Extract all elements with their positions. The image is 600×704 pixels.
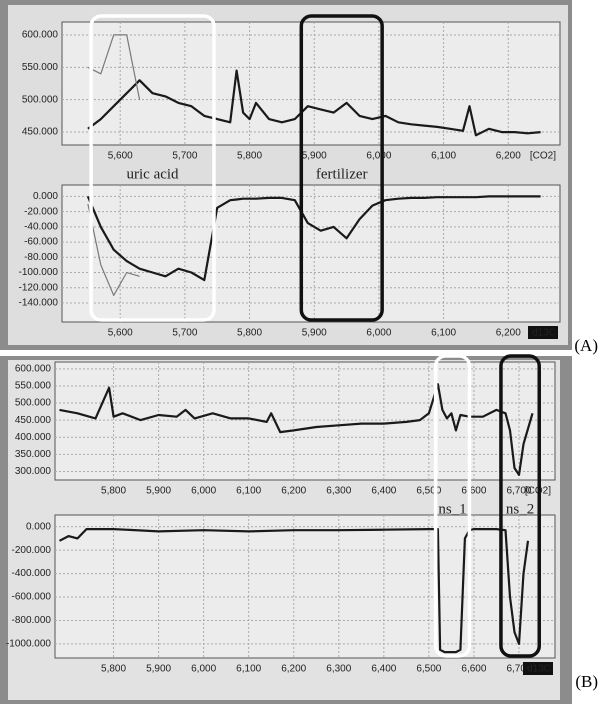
x-tick-label: 6,000 xyxy=(191,486,216,497)
x-tick-label: 6,000 xyxy=(366,151,391,162)
y-tick-label: 550.000 xyxy=(15,381,52,392)
corner-label: d13C xyxy=(532,328,556,339)
x-tick-label: 6,000 xyxy=(366,328,391,339)
x-tick-label: 6,200 xyxy=(496,328,521,339)
corner-label: d13C xyxy=(527,664,551,675)
highlight-label: ns_2 xyxy=(506,501,534,517)
x-tick-label: 5,800 xyxy=(237,328,262,339)
x-tick-label: 5,800 xyxy=(101,664,126,675)
y-tick-label: 450.000 xyxy=(15,415,52,426)
y-tick-label: 300.000 xyxy=(15,466,52,477)
x-tick-label: 6,600 xyxy=(461,664,486,675)
plot-area xyxy=(55,362,555,480)
x-tick-label: 6,100 xyxy=(431,328,456,339)
x-tick-label: 6,600 xyxy=(461,486,486,497)
x-tick-label: 5,900 xyxy=(302,328,327,339)
x-tick-label: 5,800 xyxy=(101,486,126,497)
y-tick-label: -20.000 xyxy=(24,206,58,217)
plot-area xyxy=(55,515,555,658)
x-tick-label: 5,600 xyxy=(108,328,133,339)
y-tick-label: -200.000 xyxy=(12,545,52,556)
y-tick-label: 500.000 xyxy=(15,398,52,409)
x-tick-label: 6,500 xyxy=(416,486,441,497)
plot-area xyxy=(62,185,560,322)
x-tick-label: 5,700 xyxy=(172,328,197,339)
highlight-label: uric acid xyxy=(127,166,180,182)
x-tick-label: 5,900 xyxy=(146,486,171,497)
y-tick-label: 0.000 xyxy=(26,521,51,532)
x-tick-label: 6,100 xyxy=(236,486,261,497)
y-tick-label: -400.000 xyxy=(12,568,52,579)
y-tick-label: 550.000 xyxy=(22,62,59,73)
panel-label: (B) xyxy=(575,672,598,691)
x-tick-label: 5,900 xyxy=(146,664,171,675)
x-tick-label: 6,400 xyxy=(371,486,396,497)
y-tick-label: -600.000 xyxy=(12,592,52,603)
y-tick-label: -100.000 xyxy=(19,267,59,278)
x-tick-label: 6,000 xyxy=(191,664,216,675)
y-tick-label: -1000.000 xyxy=(6,639,51,650)
figure: 450.000 500.000 550.000 600.000 5,600 5,700 5,… xyxy=(0,0,600,704)
y-tick-label: -140.000 xyxy=(19,298,59,309)
y-tick-label: 400.000 xyxy=(15,432,52,443)
y-tick-label: -80.000 xyxy=(24,252,58,263)
x-tick-label: 6,100 xyxy=(431,151,456,162)
y-tick-label: -40.000 xyxy=(24,222,58,233)
y-tick-label: 500.000 xyxy=(22,94,59,105)
y-tick-label: -800.000 xyxy=(12,615,52,626)
y-tick-label: 0.000 xyxy=(33,191,58,202)
x-tick-label: 5,600 xyxy=(108,151,133,162)
x-tick-label: 6,300 xyxy=(326,486,351,497)
x-tick-label: 6,400 xyxy=(371,664,396,675)
x-tick-label: 6,200 xyxy=(281,664,306,675)
x-tick-label: 5,900 xyxy=(302,151,327,162)
x-tick-label: 6,200 xyxy=(281,486,306,497)
y-tick-label: 600.000 xyxy=(15,363,52,374)
highlight-label: ns_1 xyxy=(438,501,466,517)
x-tick-label: 6,300 xyxy=(326,664,351,675)
y-tick-label: 450.000 xyxy=(22,127,59,138)
x-tick-label: 5,700 xyxy=(172,151,197,162)
x-tick-label: 5,800 xyxy=(237,151,262,162)
x-tick-label: 6,200 xyxy=(496,151,521,162)
x-tick-label: 6,100 xyxy=(236,664,261,675)
y-tick-label: -120.000 xyxy=(19,282,59,293)
y-tick-label: -60.000 xyxy=(24,237,58,248)
panel-label: (A) xyxy=(574,336,598,355)
x-tick-label: 6,500 xyxy=(416,664,441,675)
y-tick-label: 350.000 xyxy=(15,449,52,460)
highlight-label: fertilizer xyxy=(316,166,368,182)
y-tick-label: 600.000 xyxy=(22,30,59,41)
corner-label: [CO2] xyxy=(530,151,556,162)
